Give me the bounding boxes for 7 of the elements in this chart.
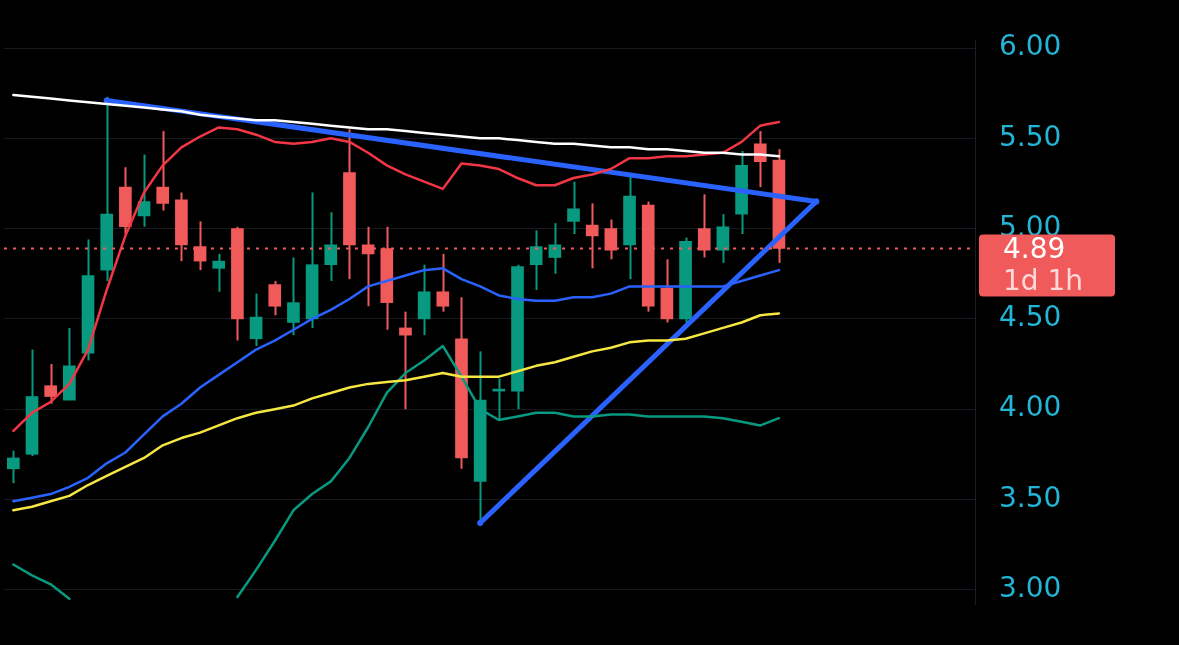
y-tick-label: 4.50 (999, 300, 1062, 334)
y-tick-label: 6.00 (999, 29, 1062, 63)
text: 1d 1h (1003, 263, 1084, 297)
y-tick-label: 3.50 (999, 480, 1062, 514)
y-tick-label: 3.00 (999, 571, 1062, 605)
y-tick-label: 5.50 (999, 119, 1062, 153)
y-tick-label: 4.00 (999, 390, 1062, 424)
